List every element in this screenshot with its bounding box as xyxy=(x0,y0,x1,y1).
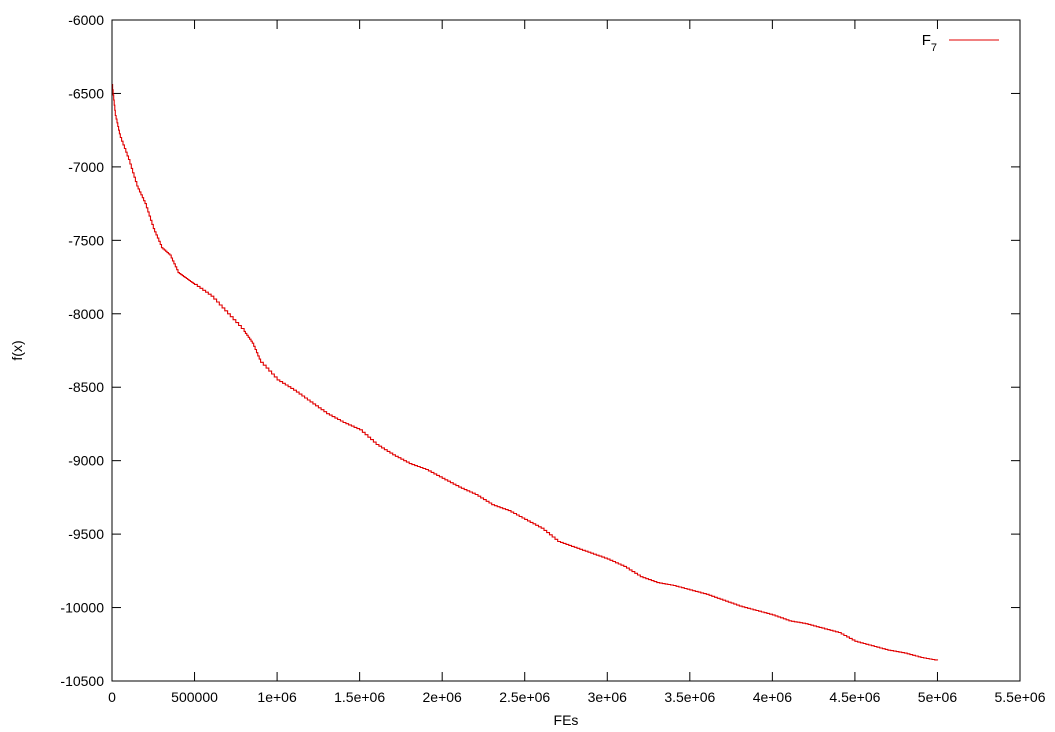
y-tick-label: -10500 xyxy=(60,673,104,689)
x-axis-label: FEs xyxy=(554,712,579,728)
legend-series-subscript: 7 xyxy=(931,42,937,54)
plot-frame xyxy=(111,19,1021,682)
x-tick-label: 0 xyxy=(108,689,116,705)
y-tick-label: -8000 xyxy=(68,306,104,322)
legend: F7 xyxy=(922,32,999,54)
x-tick-label: 5e+06 xyxy=(918,689,958,705)
y-tick-label: -8500 xyxy=(68,379,104,395)
x-tick-label: 4.5e+06 xyxy=(829,689,880,705)
axis-tick-labels: 0 500000 1e+06 1.5e+06 2e+06 2.5e+06 3e+06 3.5e… xyxy=(60,12,1045,705)
x-tick-label: 3e+06 xyxy=(588,689,628,705)
y-tick-label: -9000 xyxy=(68,453,104,469)
legend-series-name: F xyxy=(922,32,931,49)
x-tick-label: 2.5e+06 xyxy=(499,689,550,705)
y-tick-label: -6000 xyxy=(68,12,104,28)
series-line xyxy=(112,84,939,661)
legend-label: F7 xyxy=(922,32,937,54)
x-tick-label: 5.5e+06 xyxy=(995,689,1046,705)
series-layer xyxy=(112,84,939,661)
x-tick-label: 4e+06 xyxy=(753,689,793,705)
y-tick-label: -10000 xyxy=(60,600,104,616)
x-tick-label: 1e+06 xyxy=(257,689,297,705)
x-tick-label: 2e+06 xyxy=(423,689,463,705)
x-tick-label: 500000 xyxy=(171,689,218,705)
x-tick-label: 3.5e+06 xyxy=(664,689,715,705)
y-tick-label: -9500 xyxy=(68,526,104,542)
axis-ticks xyxy=(111,19,1021,682)
x-tick-label: 1.5e+06 xyxy=(334,689,385,705)
y-tick-label: -7000 xyxy=(68,159,104,175)
y-axis-label: f(x) xyxy=(9,340,25,360)
y-tick-label: -7500 xyxy=(68,232,104,248)
y-tick-label: -6500 xyxy=(68,85,104,101)
